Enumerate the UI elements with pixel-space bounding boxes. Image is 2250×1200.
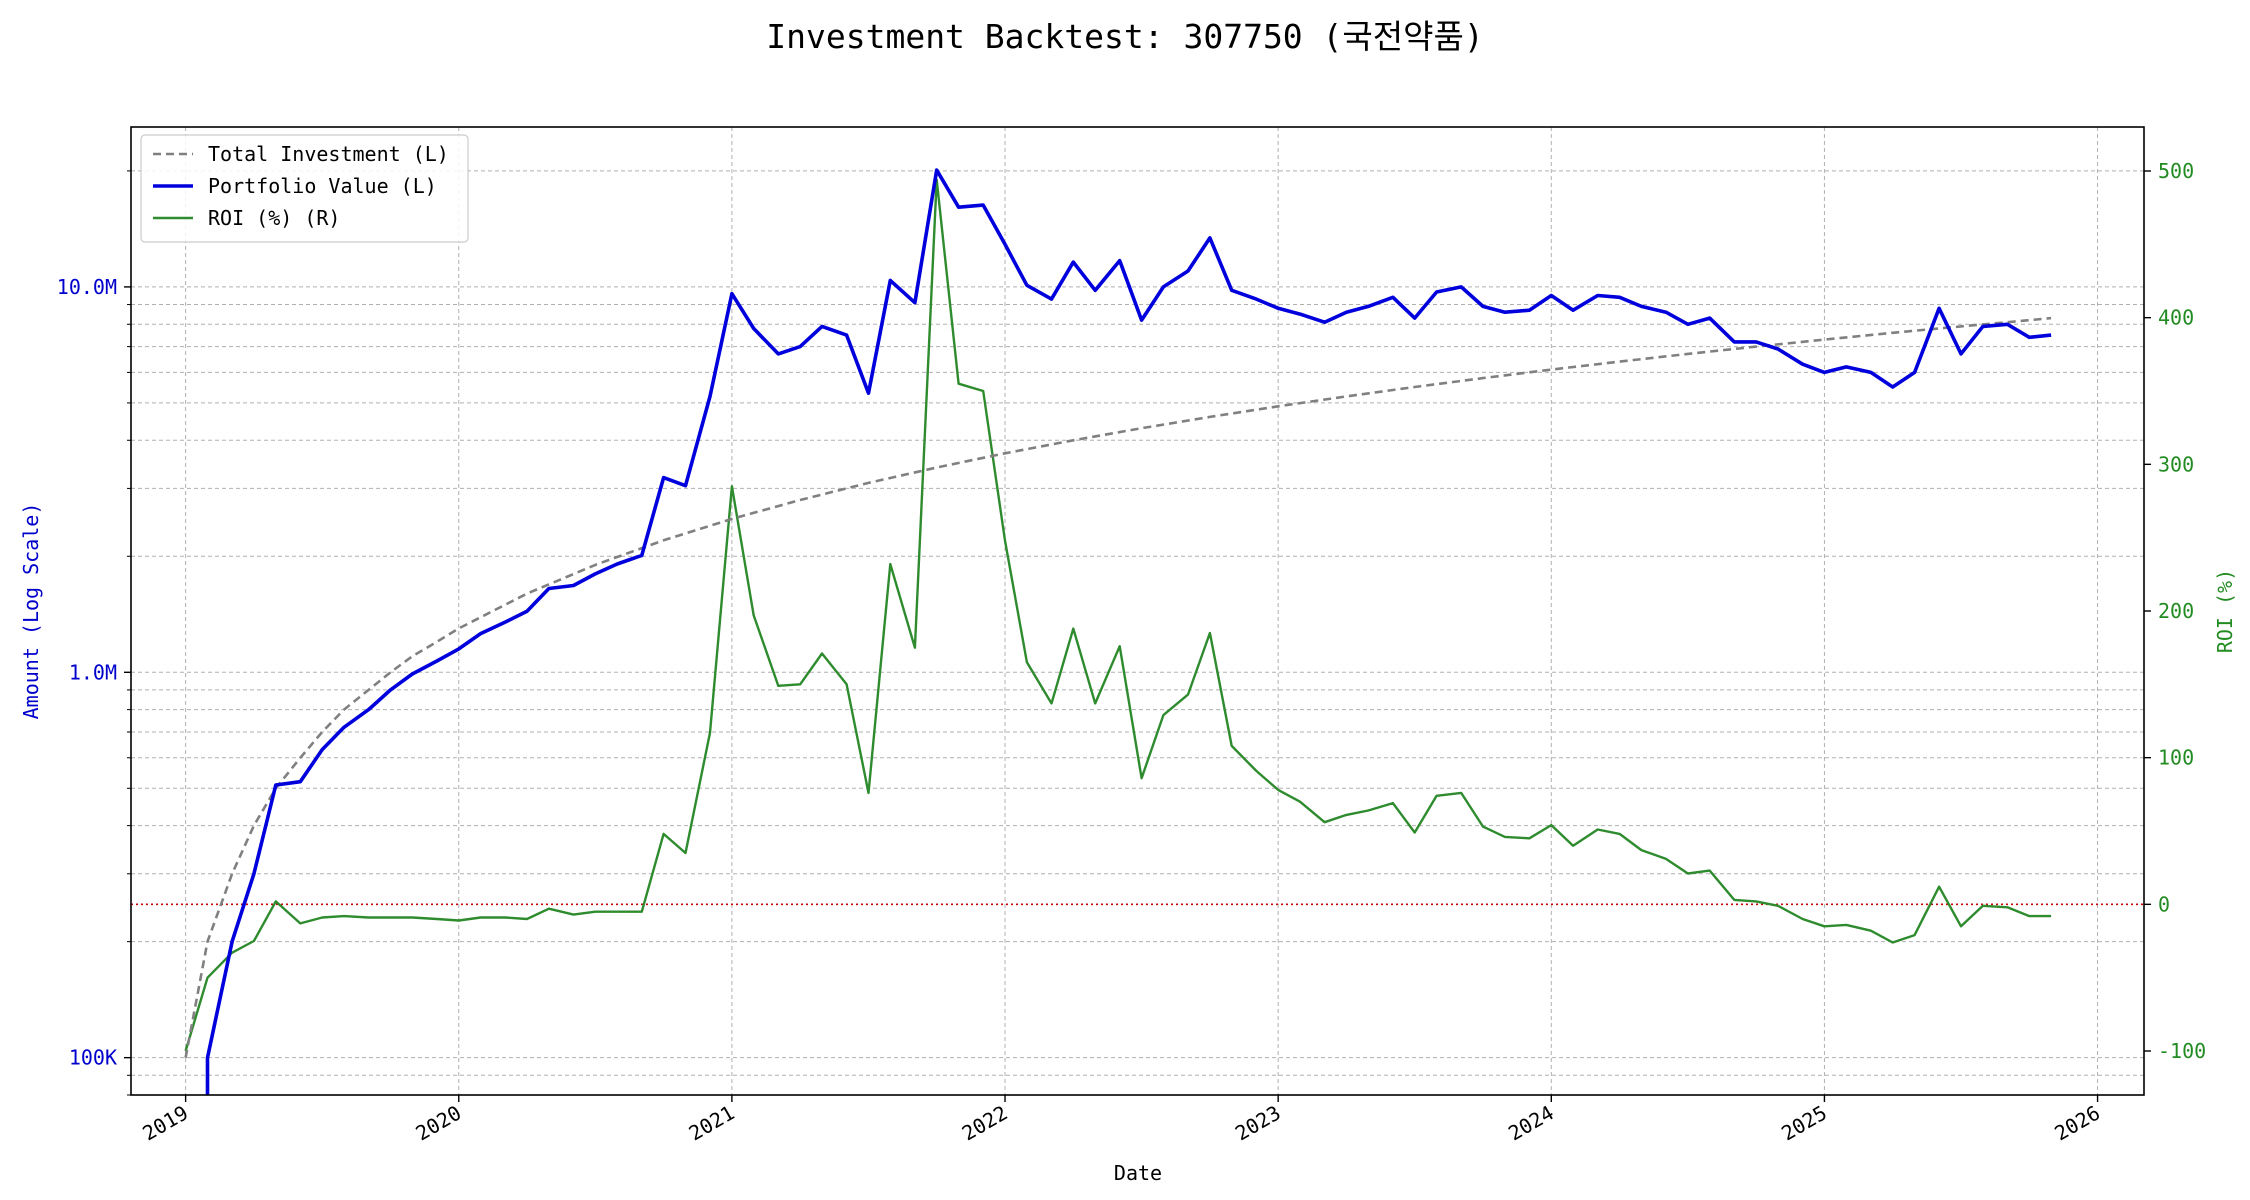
right-tick-label: -100	[2158, 1039, 2206, 1063]
left-axis-label: Amount (Log Scale)	[19, 503, 43, 720]
roi-line	[184, 178, 2052, 1052]
legend: Total Investment (L) Portfolio Value (L)…	[140, 134, 469, 243]
legend-label-portfolio-value: Portfolio Value (L)	[208, 174, 437, 198]
legend-box	[140, 134, 469, 243]
left-tick-label: 100K	[69, 1046, 117, 1070]
left-tick-label: 10.0M	[57, 275, 117, 299]
right-tick-label: 200	[2158, 599, 2194, 623]
portfolio-value-line	[205, 168, 2052, 1095]
right-tick-label: 400	[2158, 306, 2194, 330]
series-lines	[131, 168, 2144, 1095]
legend-label-roi: ROI (%) (R)	[208, 206, 340, 230]
right-tick-label: 500	[2158, 159, 2194, 183]
x-axis-label: Date	[1114, 1161, 1162, 1185]
left-tick-label: 1.0M	[69, 660, 117, 684]
legend-label-total-investment: Total Investment (L)	[208, 142, 449, 166]
total-investment-line	[184, 316, 2052, 1058]
right-tick-label: 100	[2158, 746, 2194, 770]
right-tick-label: 300	[2158, 452, 2194, 476]
chart-title: Investment Backtest: 307750 (국전약품)	[766, 17, 1483, 56]
right-tick-label: 0	[2158, 892, 2170, 916]
grid-lines	[131, 127, 2144, 1096]
right-axis-label: ROI (%)	[2213, 569, 2237, 653]
